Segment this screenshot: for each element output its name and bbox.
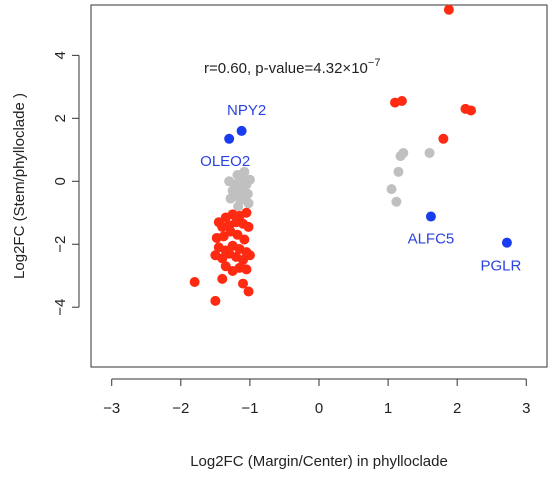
y-tick-label: 0 bbox=[52, 177, 69, 185]
gene-label-alfc5: ALFC5 bbox=[408, 231, 455, 248]
gray-point bbox=[386, 184, 397, 195]
blue-point bbox=[501, 237, 512, 248]
red-point bbox=[241, 207, 252, 218]
red-point bbox=[244, 250, 255, 261]
x-tick-label: −2 bbox=[172, 400, 189, 417]
y-tick-label: 4 bbox=[52, 51, 69, 59]
x-tick-label: 3 bbox=[522, 400, 530, 417]
gene-label-npy2: NPY2 bbox=[227, 102, 266, 119]
annotation-main: r=0.60, p-value=4.32×10 bbox=[204, 60, 368, 77]
gray-point bbox=[225, 193, 236, 204]
red-point bbox=[396, 96, 407, 107]
gray-point bbox=[244, 174, 255, 185]
red-point bbox=[241, 264, 252, 275]
y-tick-label: −2 bbox=[52, 236, 69, 253]
red-point bbox=[189, 277, 200, 288]
red-point bbox=[238, 278, 248, 289]
gray-point bbox=[233, 201, 244, 212]
x-axis: −3 −2 −1 0 1 2 3 bbox=[103, 378, 530, 417]
x-tick-label: −3 bbox=[103, 400, 120, 417]
gene-label-pglr: PGLR bbox=[480, 258, 521, 275]
x-tick-label: 2 bbox=[453, 400, 461, 417]
y-axis: −4 −2 0 2 4 bbox=[52, 51, 80, 316]
plot-frame bbox=[90, 4, 548, 368]
red-point bbox=[239, 234, 250, 245]
gray-point bbox=[393, 166, 404, 177]
y-axis-label: Log2FC (Stem/phylloclade ) bbox=[11, 93, 28, 279]
red-point bbox=[466, 105, 476, 116]
y-tick-label: 2 bbox=[52, 114, 69, 122]
gene-label-oleo2: OLEO2 bbox=[200, 153, 250, 170]
red-point bbox=[438, 133, 449, 144]
red-point bbox=[243, 221, 254, 232]
blue-point bbox=[236, 125, 247, 136]
red-point bbox=[217, 273, 228, 284]
gray-point bbox=[398, 147, 409, 158]
blue-point bbox=[224, 133, 235, 144]
data-points bbox=[189, 4, 512, 306]
correlation-annotation: r=0.60, p-value=4.32×10−7 bbox=[204, 57, 380, 77]
red-point bbox=[443, 4, 454, 15]
x-axis-label: Log2FC (Margin/Center) in phylloclade bbox=[190, 453, 448, 470]
point-labels: NPY2 OLEO2 ALFC5 PGLR bbox=[200, 102, 521, 275]
x-tick-label: −1 bbox=[241, 400, 258, 417]
gray-point bbox=[424, 147, 435, 158]
red-point bbox=[210, 295, 221, 306]
gray-point bbox=[391, 196, 402, 207]
x-tick-label: 1 bbox=[384, 400, 392, 417]
red-point bbox=[243, 286, 254, 297]
gray-point bbox=[243, 198, 254, 209]
blue-point bbox=[425, 211, 436, 222]
x-tick-label: 0 bbox=[315, 400, 323, 417]
annotation-exponent: −7 bbox=[368, 57, 381, 69]
y-tick-label: −4 bbox=[52, 299, 69, 316]
gray-point bbox=[239, 166, 250, 177]
gray-point bbox=[227, 185, 238, 196]
